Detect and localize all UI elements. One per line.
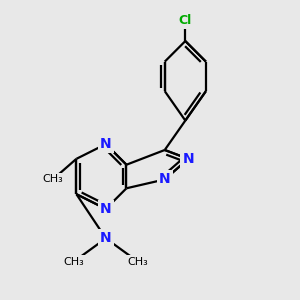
Text: CH₃: CH₃ <box>63 257 84 267</box>
Text: N: N <box>182 152 194 166</box>
Text: N: N <box>100 202 112 216</box>
Text: N: N <box>100 137 112 151</box>
Text: N: N <box>159 172 170 186</box>
Text: Cl: Cl <box>179 14 192 27</box>
Text: CH₃: CH₃ <box>128 257 148 267</box>
Text: CH₃: CH₃ <box>43 174 63 184</box>
Text: N: N <box>100 231 112 245</box>
